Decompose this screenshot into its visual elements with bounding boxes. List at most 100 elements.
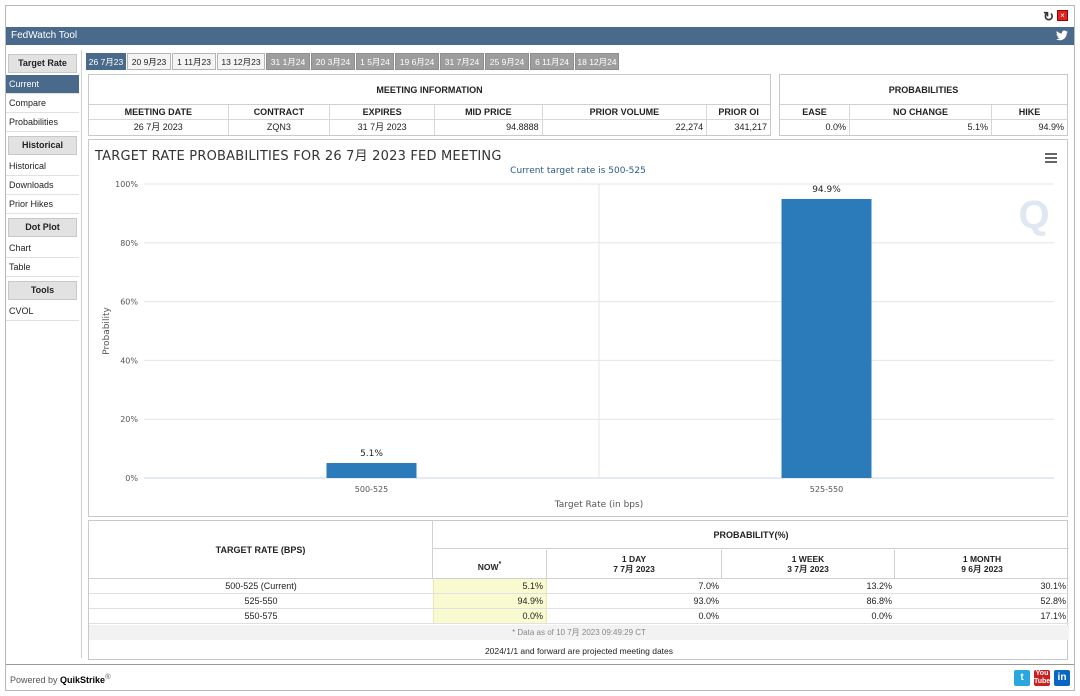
chart-subtitle: Current target rate is 500-525 [510,166,646,176]
prob-month-cell: 52.8% [1040,596,1066,606]
sidebar-item-prior-hikes[interactable]: Prior Hikes [6,195,79,214]
linkedin-icon[interactable]: in [1054,670,1070,686]
target-rate-cell: 550-575 [244,611,278,621]
probability-header: PROBABILITY(%) [433,521,1069,549]
y-tick-label: 100% [115,180,138,189]
tab-meeting-2[interactable]: 20 9月23 [127,53,171,70]
footer: Powered by QuikStrike® t You Tube in [6,664,1074,691]
tab-meeting-3[interactable]: 1 11月23 [172,53,216,70]
tab-meeting-8[interactable]: 19 6月24 [395,53,439,70]
tab-meeting-11[interactable]: 6 11月24 [530,53,574,70]
meeting-information-title: MEETING INFORMATION [89,75,770,105]
probabilities-title: PROBABILITIES [780,75,1067,105]
sidebar-item-compare[interactable]: Compare [6,94,79,113]
bar-525-550[interactable] [781,198,872,478]
meeting-value-prior-oi: 341,217 [734,122,767,132]
meeting-col-mid-price: MID PRICE [434,105,543,120]
probability-value-ease: 0.0% [780,120,850,135]
prob-week-cell: 13.2% [866,581,892,591]
prob-now-cell: 0.0% [433,609,547,623]
meeting-col-prior-volume: PRIOR VOLUME [542,105,708,120]
tab-meeting-5[interactable]: 31 1月24 [266,53,310,70]
meeting-value-prior-volume: 22,274 [543,120,708,135]
prob-col-1-day: 1 DAY 7 7月 2023 [547,550,722,579]
probability-value-no-change: 5.1% [850,120,992,135]
sidebar-item-chart[interactable]: Chart [6,239,79,258]
fedwatch-window: ↻ × FedWatch Tool Target Rate Current Comp… [5,5,1075,691]
prob-month-cell: 30.1% [1040,581,1066,591]
target-rate-cell: 525-550 [244,596,278,606]
prob-col-1-week: 1 WEEK 3 7月 2023 [722,550,895,579]
watermark-logo: Q [1018,193,1049,237]
prob-day-cell: 93.0% [693,596,719,606]
target-rate-header: TARGET RATE (BPS) [89,521,433,579]
sidebar-item-probabilities[interactable]: Probabilities [6,113,79,132]
app-title-bar: FedWatch Tool [6,27,1074,45]
sidebar-item-historical[interactable]: Historical [6,157,79,176]
sidebar: Target Rate Current Compare Probabilities Hi… [6,50,79,658]
prob-col-title: 1 WEEK [791,554,825,564]
meeting-value-expires: 31 7月 2023 [330,120,435,135]
probabilities-value-row: 0.0% 5.1% 94.9% [780,120,1067,135]
meeting-value-contract: ZQN3 [229,120,331,135]
tab-meeting-10[interactable]: 25 9月24 [485,53,529,70]
y-tick-label: 0% [125,474,138,483]
tab-meeting-1[interactable]: 26 7月23 [86,53,126,70]
tab-meeting-9[interactable]: 31 7月24 [440,53,484,70]
top-toolbar: ↻ × [6,6,1074,26]
prob-week-cell: 86.8% [866,596,892,606]
prob-col-title: NOW* [477,560,502,572]
sidebar-item-cvol[interactable]: CVOL [6,302,79,321]
prob-col-now: NOW* [433,550,547,579]
meeting-info-value-row: 26 7月 2023 ZQN3 31 7月 2023 94.8888 22,274 341… [89,120,770,135]
prob-month-cell: 17.1% [1040,611,1066,621]
close-icon[interactable]: × [1057,10,1068,21]
y-tick-label: 40% [120,356,138,365]
prob-now-cell: 5.1% [433,579,547,593]
tab-meeting-4[interactable]: 13 12月23 [217,53,265,70]
y-tick-label: 80% [120,239,138,248]
refresh-icon[interactable]: ↻ [1043,9,1054,24]
x-tick-label: 525-550 [810,485,843,494]
tab-meeting-7[interactable]: 1 5月24 [356,53,394,70]
target-rate-cell: 500-525 (Current) [225,581,297,591]
youtube-icon[interactable]: You Tube [1034,670,1051,686]
prob-col-1-month: 1 MONTH 9 6月 2023 [895,550,1069,579]
probabilities-panel: PROBABILITIES EASE NO CHANGE HIKE 0.0% 5.1%… [779,74,1068,136]
hamburger-menu-icon[interactable] [1045,153,1057,163]
probability-chart: Q 0% 20% 40% 60% 80% 100% 5.1% 500-525 94.9% 525-5… [88,139,1068,517]
meeting-col-expires: EXPIRES [330,105,435,120]
y-tick-label: 60% [120,298,138,307]
sidebar-item-table[interactable]: Table [6,258,79,277]
twitter-icon[interactable] [1056,30,1068,41]
x-axis-label: Target Rate (in bps) [554,500,643,510]
powered-by: Powered by QuikStrike® [10,672,111,685]
prob-col-date: 7 7月 2023 [613,564,655,574]
sidebar-item-downloads[interactable]: Downloads [6,176,79,195]
tab-meeting-12[interactable]: 18 12月24 [575,53,619,70]
meeting-information-panel: MEETING INFORMATION MEETING DATE CONTRACT… [88,74,771,136]
probability-col-hike: HIKE [992,105,1067,120]
tab-meeting-6[interactable]: 20 3月24 [311,53,355,70]
target-rate-probability-table: TARGET RATE (BPS) PROBABILITY(%) NOW* 1 D… [88,520,1069,660]
meeting-col-prior-oi: PRIOR OI [707,105,770,120]
table-row: 525-550 94.9% 93.0% 86.8% 52.8% [89,594,1069,609]
twitter-icon[interactable]: t [1014,670,1030,686]
prob-day-cell: 7.0% [698,581,719,591]
prob-week-cell: 0.0% [871,611,892,621]
app-title: FedWatch Tool [11,30,78,41]
meeting-value-mid-price: 94.8888 [435,120,543,135]
prob-col-date: 3 7月 2023 [787,564,829,574]
asterisk-mark: * [498,560,502,568]
registered-mark: ® [105,672,111,681]
bar-500-525[interactable] [326,463,417,478]
prob-now-cell: 94.9% [433,594,547,608]
data-label: 5.1% [360,449,383,459]
brand-name[interactable]: QuikStrike [60,675,106,685]
meeting-col-meeting-date: MEETING DATE [89,105,229,120]
sidebar-item-current[interactable]: Current [6,75,79,94]
sidebar-divider [81,50,82,658]
data-label: 94.9% [812,185,841,195]
meeting-info-header-row: MEETING DATE CONTRACT EXPIRES MID PRICE PRIO… [89,105,770,120]
table-row: 500-525 (Current) 5.1% 7.0% 13.2% 30.1% [89,579,1069,594]
